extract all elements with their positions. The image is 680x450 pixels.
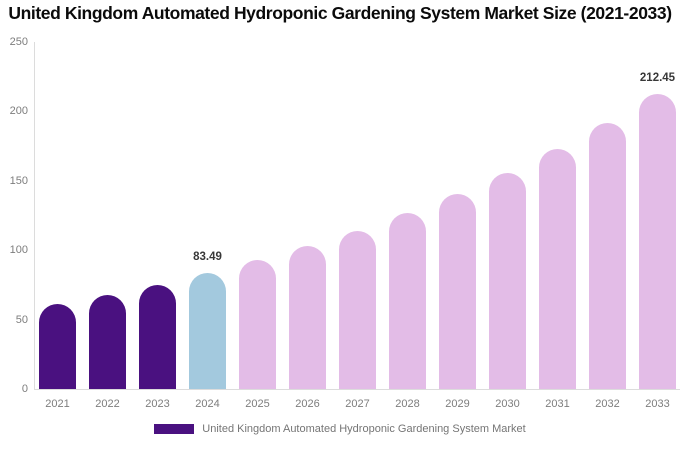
value-label-2033: 212.45 [639,72,676,85]
x-tick-label-2021: 2021 [45,398,70,410]
x-tick-label-2024: 2024 [195,398,220,410]
bar-2023[interactable] [139,284,176,389]
bar-2029[interactable] [439,194,476,389]
y-axis-tick-label: 0 [21,383,28,395]
bar-2027[interactable] [339,230,376,389]
x-tick-label-2029: 2029 [445,398,470,410]
y-axis-line [34,42,35,390]
legend: United Kingdom Automated Hydroponic Gard… [0,423,680,435]
y-axis-tick-label: 200 [9,105,28,118]
legend-label: United Kingdom Automated Hydroponic Gard… [202,423,526,435]
y-axis-tick-label: 50 [15,313,28,326]
x-tick-label-2026: 2026 [295,398,320,410]
x-tick-label-2030: 2030 [495,398,520,410]
bar-2028[interactable] [389,213,426,389]
x-tick-label-2031: 2031 [545,398,570,410]
y-axis-tick-label: 100 [9,244,28,257]
x-tick-label-2033: 2033 [645,398,670,410]
bar-2024[interactable] [189,273,226,389]
legend-swatch [154,424,195,434]
bar-2025[interactable] [239,260,276,389]
bar-2033[interactable] [639,94,676,389]
x-tick-label-2028: 2028 [395,398,420,410]
chart-title: United Kingdom Automated Hydroponic Gard… [8,3,672,23]
legend-item[interactable]: United Kingdom Automated Hydroponic Gard… [154,423,526,435]
x-tick-label-2027: 2027 [345,398,370,410]
bar-2031[interactable] [539,149,576,389]
x-tick-label-2022: 2022 [95,398,120,410]
bar-2021[interactable] [39,304,76,389]
y-axis-tick-label: 250 [9,36,28,48]
x-tick-label-2023: 2023 [145,398,170,410]
value-label-2024: 83.49 [193,251,222,264]
bar-2032[interactable] [589,123,626,389]
x-axis-line [34,389,680,390]
x-tick-label-2025: 2025 [245,398,270,410]
bar-2030[interactable] [489,173,526,389]
bar-2026[interactable] [289,246,326,389]
bar-2022[interactable] [89,294,126,389]
x-tick-label-2032: 2032 [595,398,620,410]
y-axis-tick-label: 150 [9,174,28,187]
